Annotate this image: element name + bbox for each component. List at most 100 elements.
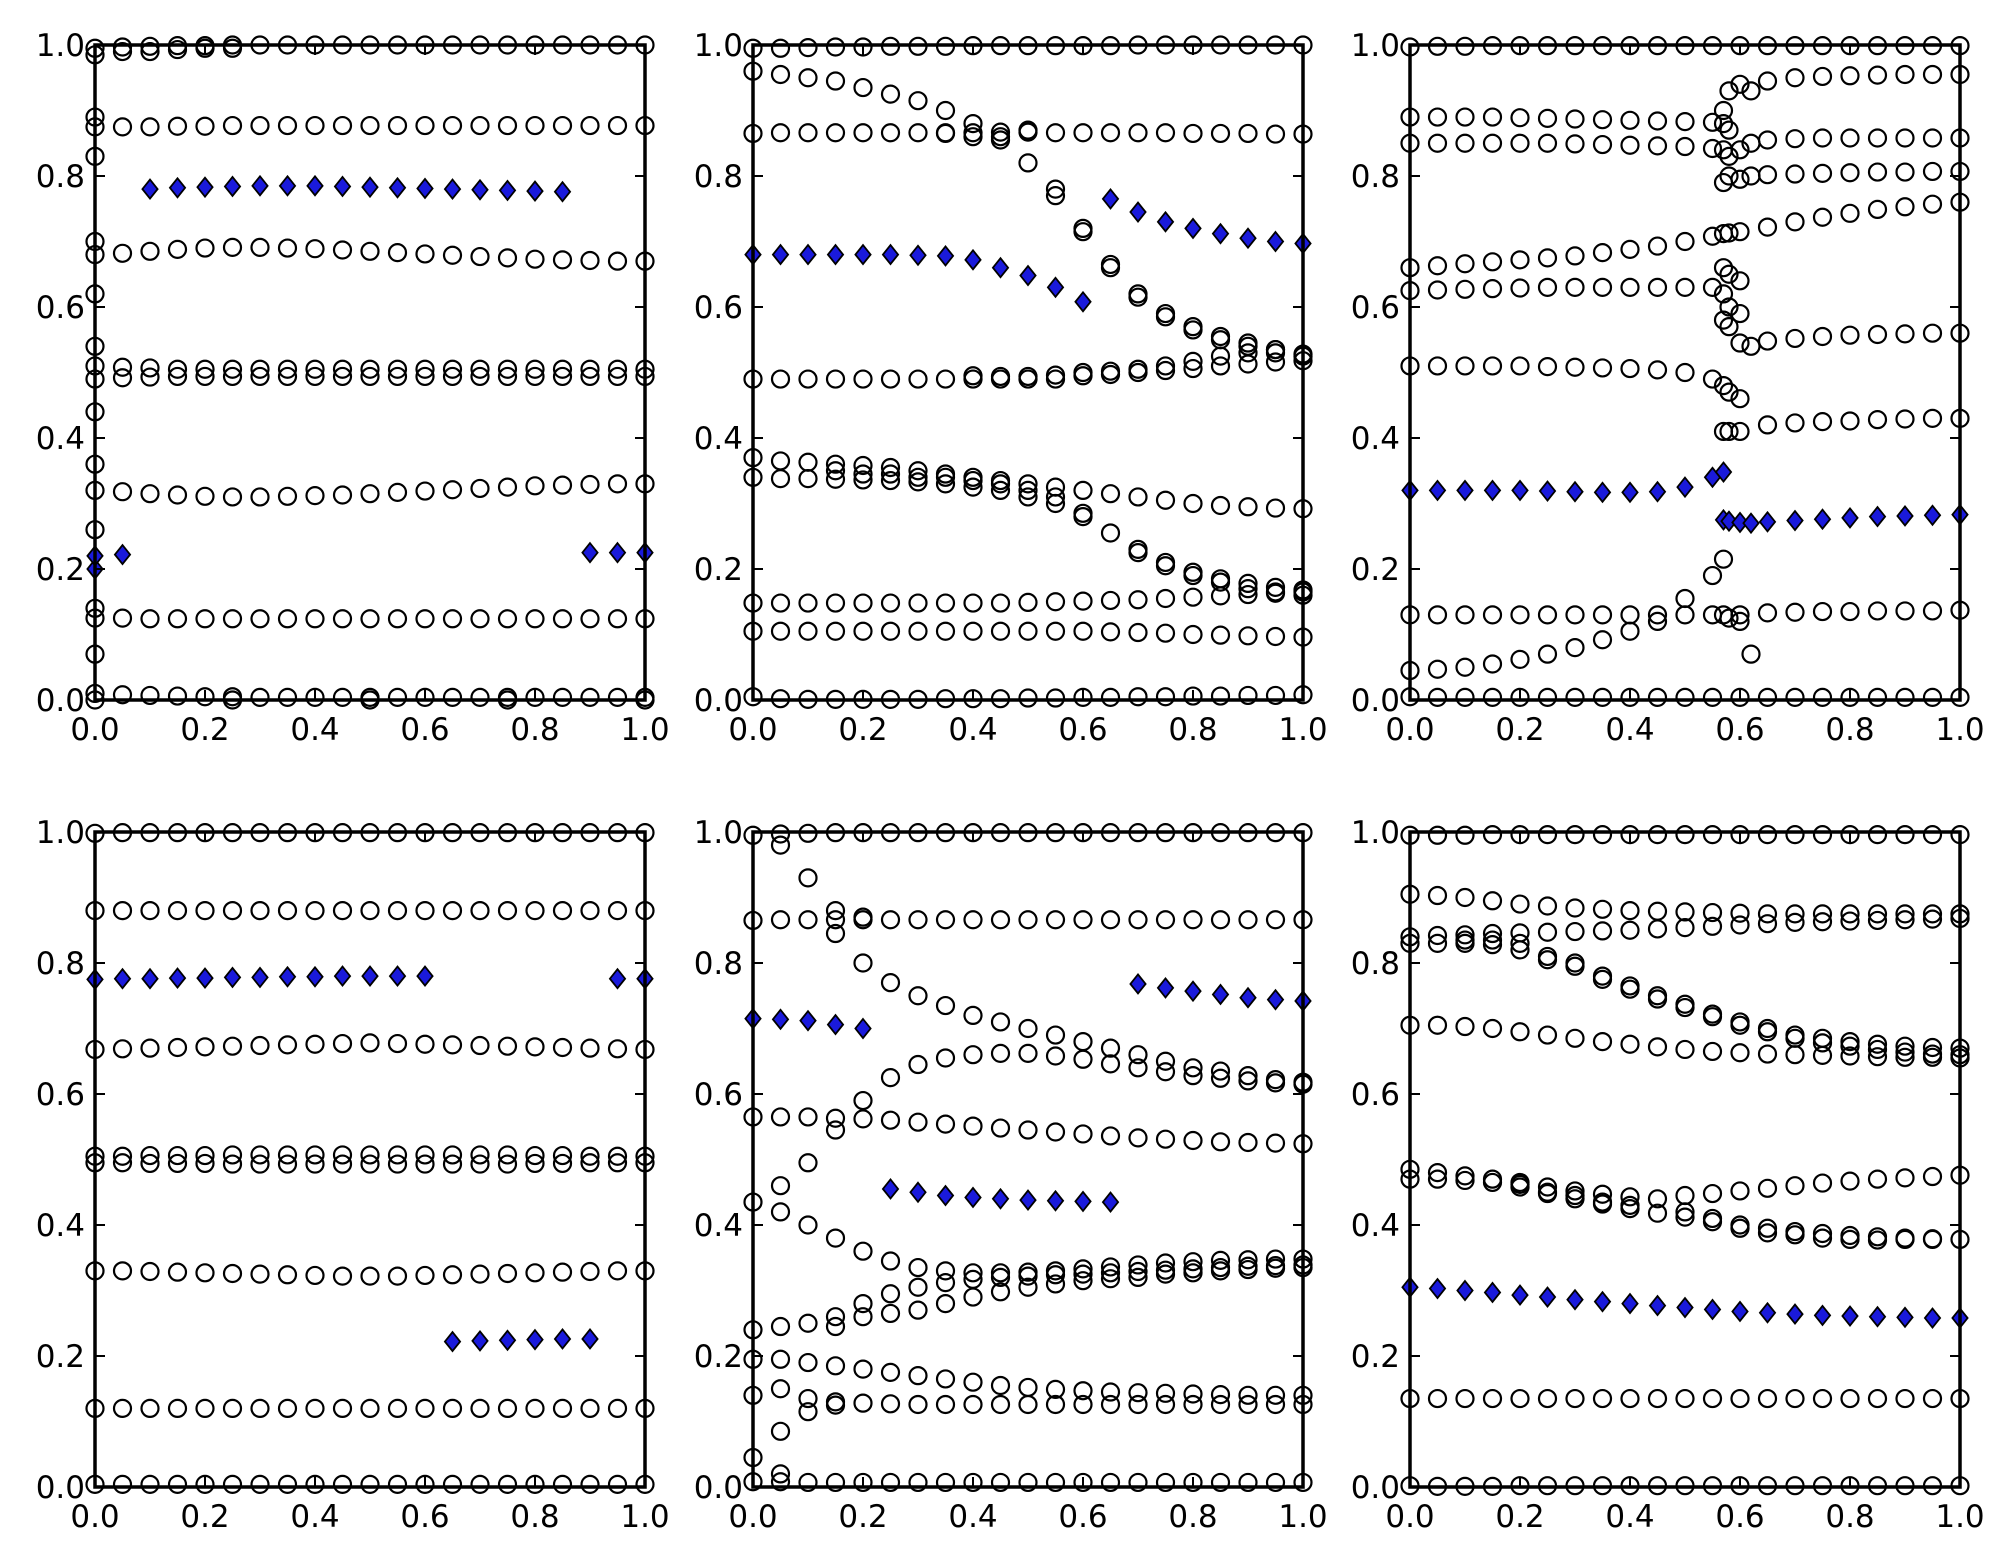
circle-point — [167, 366, 188, 387]
circle-point — [1537, 277, 1558, 297]
circle-point — [1702, 916, 1723, 936]
circle-point — [195, 1263, 215, 1283]
circle-point — [1045, 910, 1066, 930]
circle-point — [1757, 904, 1778, 924]
diamond-point — [1868, 1305, 1887, 1328]
circle-point — [1073, 1394, 1093, 1415]
circle-point — [1895, 64, 1915, 85]
circle-point — [250, 1154, 270, 1174]
diamond-point — [826, 243, 845, 266]
circle-point — [112, 1146, 133, 1166]
circle-point — [112, 1153, 133, 1173]
circle-point — [1128, 1394, 1148, 1415]
circle-point — [1238, 579, 1258, 599]
circle-point — [1155, 1472, 1176, 1493]
x-tick-label: 0.4 — [290, 712, 339, 748]
circle-point — [1620, 687, 1640, 707]
circle-point — [1455, 657, 1475, 677]
circle-point — [1183, 1472, 1203, 1493]
diamond-point — [416, 177, 434, 200]
circle-point — [1757, 71, 1778, 91]
circle-point — [607, 251, 628, 271]
circle-point — [277, 900, 298, 921]
circle-point — [1265, 1472, 1286, 1493]
circle-point — [1455, 605, 1475, 625]
diamond-point — [799, 1009, 817, 1032]
circle-point — [1867, 904, 1888, 924]
circle-point — [1455, 825, 1475, 845]
circle-point — [250, 1264, 270, 1284]
circle-point — [798, 1402, 818, 1422]
circle-point — [825, 71, 846, 91]
circle-point — [1719, 382, 1739, 402]
circle-point — [770, 835, 791, 855]
circle-point — [1183, 1384, 1203, 1404]
circle-point — [1455, 1170, 1475, 1191]
circle-point — [1719, 223, 1739, 243]
circle-point — [1045, 1379, 1066, 1400]
circle-point — [250, 1398, 270, 1419]
circle-point — [935, 1472, 956, 1493]
circle-point — [1238, 333, 1258, 353]
circle-point — [1812, 904, 1833, 924]
circle-point — [552, 1398, 573, 1419]
circle-point — [222, 1154, 243, 1174]
diamond-point — [991, 1187, 1010, 1210]
circle-point — [1840, 163, 1860, 183]
circle-point — [1537, 133, 1558, 153]
diamond-point — [1566, 1288, 1584, 1311]
diamond-point — [1648, 1294, 1667, 1317]
diamond-point — [1456, 1279, 1474, 1302]
x-tick-label: 0.2 — [180, 1499, 229, 1535]
circle-point — [1895, 1036, 1915, 1056]
circle-point — [1565, 1388, 1585, 1409]
circle-point — [963, 1287, 983, 1307]
circle-point — [195, 1153, 215, 1174]
circle-point — [1128, 1383, 1148, 1403]
circle-point — [497, 1036, 518, 1056]
circle-point — [963, 1005, 983, 1026]
circle-point — [1210, 1385, 1231, 1405]
circle-point — [770, 1202, 791, 1222]
x-tick-label: 0.0 — [70, 1499, 119, 1535]
circle-point — [880, 1362, 901, 1382]
y-tick-label: 1.0 — [694, 815, 743, 851]
circle-point — [1482, 107, 1503, 127]
circle-point — [963, 127, 983, 147]
circle-point — [1812, 163, 1833, 183]
y-tick-label: 0.4 — [1351, 1208, 1400, 1244]
x-tick-label: 0.2 — [838, 712, 887, 748]
circle-point — [990, 1267, 1011, 1288]
circle-point — [1867, 687, 1888, 707]
circle-point — [250, 900, 270, 921]
y-tick-label: 0.4 — [694, 1208, 743, 1244]
circle-point — [880, 369, 901, 389]
circle-point — [1265, 626, 1286, 647]
circle-point — [990, 1263, 1011, 1283]
circle-point — [167, 39, 188, 60]
diamond-point — [443, 1330, 462, 1353]
circle-point — [360, 484, 380, 504]
circle-point — [470, 246, 490, 267]
circle-point — [140, 484, 160, 504]
circle-point — [1620, 1195, 1640, 1215]
circle-point — [825, 1356, 846, 1376]
diamond-point — [936, 244, 955, 267]
circle-point — [1455, 1016, 1475, 1037]
circle-point — [825, 593, 846, 613]
circle-point — [1620, 1388, 1640, 1409]
diamond-point — [1239, 986, 1257, 1009]
circle-point — [167, 1153, 188, 1174]
circle-point — [1427, 256, 1448, 276]
circle-point — [1510, 108, 1530, 128]
circle-point — [497, 248, 518, 268]
diamond-point — [388, 176, 407, 199]
circle-point — [1537, 896, 1558, 916]
circle-point — [387, 900, 408, 921]
diamond-point — [1129, 201, 1147, 223]
circle-point — [1510, 940, 1530, 960]
circle-point — [1702, 112, 1723, 132]
circle-point — [1565, 1028, 1585, 1048]
circle-point — [415, 366, 435, 387]
circle-point — [1210, 356, 1231, 376]
